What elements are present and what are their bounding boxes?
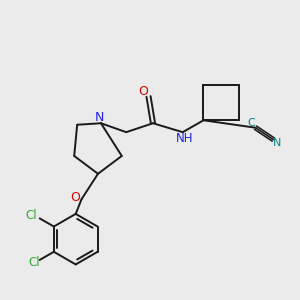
Text: NH: NH [176,132,193,145]
Text: N: N [95,111,104,124]
Text: Cl: Cl [26,209,37,223]
Text: C: C [248,118,256,128]
Text: O: O [70,191,80,204]
Text: O: O [138,85,148,98]
Text: N: N [273,139,281,148]
Text: Cl: Cl [28,256,40,269]
